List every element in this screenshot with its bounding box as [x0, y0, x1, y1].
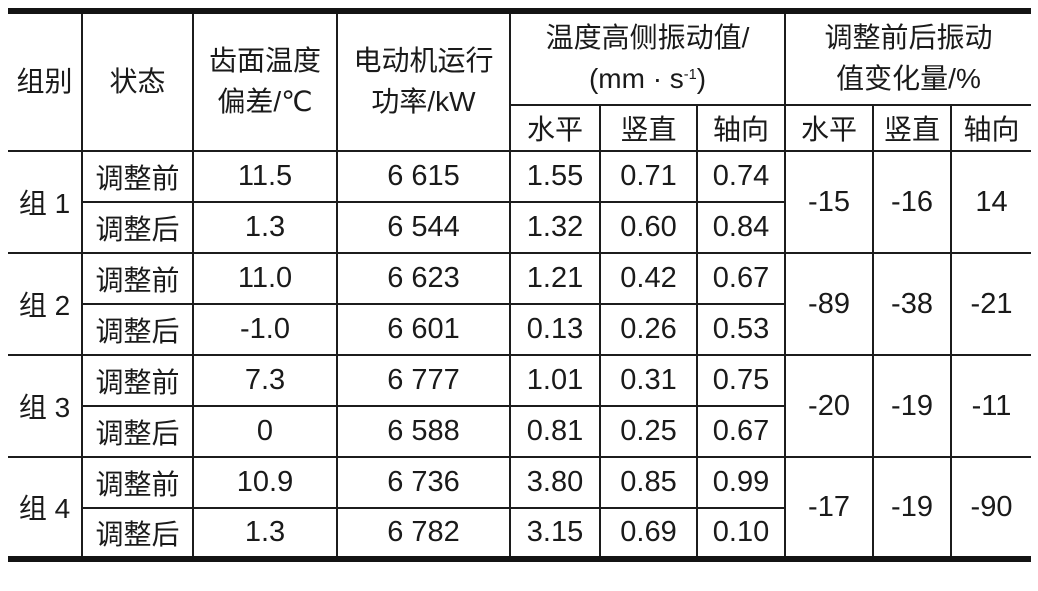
- page: 组别 状态 齿面温度 偏差/℃ 电动机运行 功率/kW 温度高侧振动值/ (mm…: [7, 8, 1033, 562]
- header-vibration-value: 温度高侧振动值/ (mm · s-1): [509, 10, 786, 106]
- header-temp-line2: 偏差/℃: [217, 86, 313, 117]
- change-horizontal-cell: -17: [784, 456, 874, 560]
- vibration-vertical-cell: 0.26: [599, 303, 698, 356]
- change-vertical-cell: -38: [872, 252, 952, 356]
- change-horizontal-cell: -89: [784, 252, 874, 356]
- header-status: 状态: [81, 10, 194, 152]
- header-group: 组别: [7, 10, 83, 152]
- temp-cell: 11.5: [192, 150, 338, 203]
- temp-cell: -1.0: [192, 303, 338, 356]
- header-change-percent: 调整前后振动 值变化量/%: [783, 10, 1033, 106]
- header-temp-deviation: 齿面温度 偏差/℃: [192, 10, 338, 152]
- header-change-line2: 值变化量/%: [836, 63, 981, 94]
- subheader-change-vertical: 竖直: [872, 104, 952, 152]
- vibration-vertical-cell: 0.31: [599, 354, 698, 407]
- superscript-exponent: -1: [683, 66, 697, 83]
- subheader-vibration-horizontal: 水平: [509, 104, 601, 152]
- table-row: 调整后 0 6 588 0.81 0.25 0.67: [8, 405, 1031, 458]
- change-axial-cell: -90: [949, 456, 1033, 560]
- change-horizontal-cell: -15: [784, 150, 874, 254]
- status-cell: 调整前: [81, 456, 194, 509]
- status-cell: 调整后: [81, 201, 194, 254]
- change-axial-cell: -11: [949, 354, 1033, 458]
- vibration-axial-cell: 0.67: [696, 252, 786, 305]
- power-cell: 6 736: [336, 456, 511, 509]
- vibration-horizontal-cell: 1.01: [509, 354, 601, 407]
- vibration-axial-cell: 0.74: [696, 150, 786, 203]
- header-vibration-unit: (mm · s-1): [588, 63, 707, 94]
- vibration-axial-cell: 0.84: [696, 201, 786, 254]
- status-cell: 调整后: [81, 405, 194, 458]
- status-cell: 调整前: [81, 354, 194, 407]
- group-2-label: 组 2: [7, 252, 83, 356]
- table-row: 调整后 1.3 6 544 1.32 0.60 0.84: [8, 201, 1031, 254]
- power-cell: 6 623: [336, 252, 511, 305]
- header-temp-line1: 齿面温度: [208, 45, 321, 77]
- header-vibration-line1: 温度高侧振动值/: [545, 22, 750, 54]
- header-row-sub: 水平 竖直 轴向 水平 竖直 轴向: [8, 104, 1033, 152]
- vibration-axial-cell: 0.99: [696, 456, 786, 509]
- temp-cell: 1.3: [192, 507, 338, 560]
- header-change-line1: 调整前后振动: [824, 22, 993, 54]
- table-row: 组 1 调整前 11.5 6 615 1.55 0.71 0.74 -15 -1…: [7, 150, 1033, 254]
- vibration-vertical-cell: 0.69: [599, 507, 698, 560]
- change-axial-cell: 14: [949, 150, 1033, 254]
- subheader-vibration-vertical: 竖直: [599, 104, 698, 152]
- group-3-label: 组 3: [7, 354, 83, 458]
- group-4-label: 组 4: [7, 456, 83, 560]
- header-motor-power: 电动机运行 功率/kW: [336, 10, 511, 152]
- vibration-vertical-cell: 0.42: [599, 252, 698, 305]
- change-vertical-cell: -19: [872, 354, 952, 458]
- vibration-horizontal-cell: 0.13: [509, 303, 601, 356]
- vibration-vertical-cell: 0.71: [599, 150, 698, 203]
- vibration-horizontal-cell: 1.32: [509, 201, 601, 254]
- status-cell: 调整后: [81, 303, 194, 356]
- temp-cell: 10.9: [192, 456, 338, 509]
- table-row: 调整后 1.3 6 782 3.15 0.69 0.10: [8, 507, 1031, 560]
- vibration-horizontal-cell: 3.15: [509, 507, 601, 560]
- status-cell: 调整前: [81, 252, 194, 305]
- temp-cell: 11.0: [192, 252, 338, 305]
- vibration-axial-cell: 0.10: [696, 507, 786, 560]
- power-cell: 6 544: [336, 201, 511, 254]
- temp-cell: 1.3: [192, 201, 338, 254]
- table-row: 组 2 调整前 11.0 6 623 1.21 0.42 0.67 -89 -3…: [7, 252, 1033, 356]
- power-cell: 6 782: [336, 507, 511, 560]
- change-vertical-cell: -19: [872, 456, 952, 560]
- vibration-horizontal-cell: 1.55: [509, 150, 601, 203]
- vibration-vertical-cell: 0.25: [599, 405, 698, 458]
- power-cell: 6 615: [336, 150, 511, 203]
- vibration-axial-cell: 0.67: [696, 405, 786, 458]
- status-cell: 调整前: [81, 150, 194, 203]
- table-row: 组 3 调整前 7.3 6 777 1.01 0.31 0.75 -20 -19…: [7, 354, 1033, 458]
- header-power-line1: 电动机运行: [353, 45, 494, 77]
- power-cell: 6 601: [336, 303, 511, 356]
- change-horizontal-cell: -20: [784, 354, 874, 458]
- power-cell: 6 777: [336, 354, 511, 407]
- vibration-adjustment-table: 组别 状态 齿面温度 偏差/℃ 电动机运行 功率/kW 温度高侧振动值/ (mm…: [7, 8, 1033, 562]
- change-axial-cell: -21: [949, 252, 1033, 356]
- table-row: 调整后 -1.0 6 601 0.13 0.26 0.53: [8, 303, 1031, 356]
- subheader-vibration-axial: 轴向: [696, 104, 786, 152]
- vibration-horizontal-cell: 1.21: [509, 252, 601, 305]
- status-cell: 调整后: [81, 507, 194, 560]
- vibration-vertical-cell: 0.85: [599, 456, 698, 509]
- temp-cell: 7.3: [192, 354, 338, 407]
- header-row-main: 组别 状态 齿面温度 偏差/℃ 电动机运行 功率/kW 温度高侧振动值/ (mm…: [7, 10, 1033, 152]
- power-cell: 6 588: [336, 405, 511, 458]
- vibration-axial-cell: 0.53: [696, 303, 786, 356]
- vibration-vertical-cell: 0.60: [599, 201, 698, 254]
- subheader-change-horizontal: 水平: [784, 104, 874, 152]
- temp-cell: 0: [192, 405, 338, 458]
- group-1-label: 组 1: [7, 150, 83, 254]
- vibration-axial-cell: 0.75: [696, 354, 786, 407]
- table-row: 组 4 调整前 10.9 6 736 3.80 0.85 0.99 -17 -1…: [7, 456, 1033, 560]
- subheader-change-axial: 轴向: [949, 104, 1033, 152]
- change-vertical-cell: -16: [872, 150, 952, 254]
- vibration-horizontal-cell: 0.81: [509, 405, 601, 458]
- header-power-line2: 功率/kW: [371, 86, 476, 117]
- vibration-horizontal-cell: 3.80: [509, 456, 601, 509]
